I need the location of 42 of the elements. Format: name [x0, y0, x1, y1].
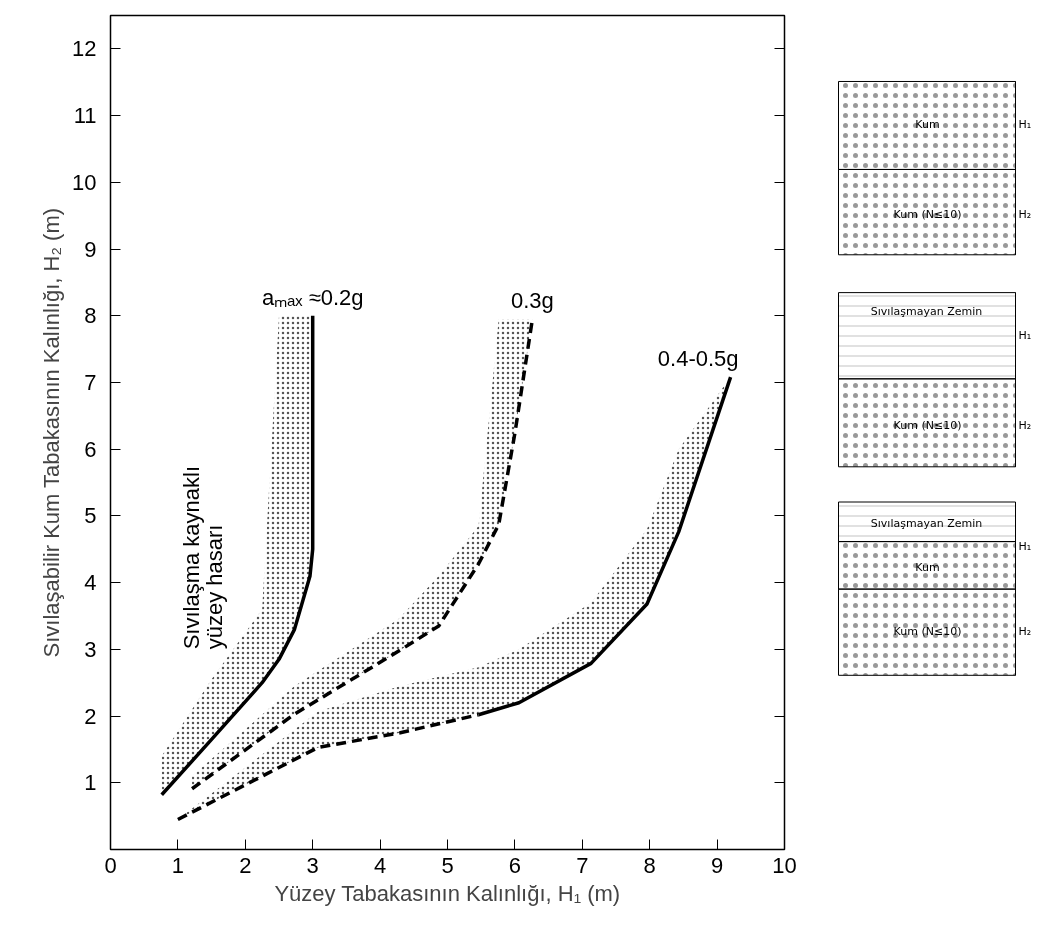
x-tick-label: 1 — [171, 852, 185, 878]
y-tick-label: 6 — [84, 436, 97, 462]
x-tick-label: 10 — [772, 852, 797, 878]
series-label: 0.3g — [511, 288, 554, 314]
series-label: aₘₐₓ ≈0.2g — [261, 284, 364, 310]
text: Kum — [915, 560, 940, 574]
x-tick-label: 2 — [239, 852, 252, 878]
text: Sıvılaşmayan Zemin — [870, 305, 983, 319]
y-tick-label: 2 — [84, 703, 97, 729]
x-tick-label: 8 — [643, 852, 656, 878]
text: H₁ — [1018, 118, 1032, 132]
y-tick-label: 11 — [73, 103, 97, 129]
text: Kum (N≤10) — [893, 624, 962, 638]
x-tick-label: 4 — [373, 852, 387, 878]
text: H₂ — [1018, 207, 1032, 221]
text: H₂ — [1018, 624, 1032, 638]
annotation: Sıvılaşma kaynaklı yüzey hasarı — [178, 465, 228, 650]
x-tick-label: 6 — [508, 852, 522, 878]
y-tick-label: 12 — [72, 36, 97, 62]
y-tick-label: 4 — [84, 570, 97, 596]
x-axis-title: Yüzey Tabakasının Kalınlığı, H₁ (m) — [274, 880, 621, 906]
x-tick-label: 3 — [306, 852, 319, 878]
text: Kum (N≤10) — [893, 207, 962, 221]
x-tick-label: 7 — [576, 852, 589, 878]
series-label: 0.4-0.5g — [657, 346, 739, 372]
y-tick-label: 7 — [84, 369, 97, 395]
text: H₁ — [1018, 329, 1032, 343]
text: H₂ — [1018, 418, 1032, 432]
y-tick-label: 8 — [84, 303, 97, 329]
text: Kum — [915, 118, 940, 132]
x-tick-label: 9 — [710, 852, 724, 878]
text: H₁ — [1018, 540, 1032, 554]
y-tick-label: 5 — [84, 503, 97, 529]
y-axis-title: Sıvılaşabilir Kum Tabakasının Kalınlığı, H₂ (m) — [39, 207, 65, 658]
y-tick-label: 10 — [72, 169, 97, 195]
x-tick-label: 0 — [104, 852, 117, 878]
text: Sıvılaşmayan Zemin — [870, 517, 983, 531]
x-tick-label: 5 — [441, 852, 454, 878]
y-tick-label: 9 — [84, 236, 97, 262]
y-tick-label: 3 — [84, 636, 97, 662]
text: Kum (N≤10) — [893, 418, 962, 432]
y-tick-label: 1 — [84, 770, 97, 796]
